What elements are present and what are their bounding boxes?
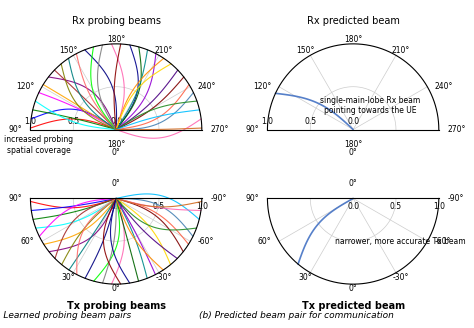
Text: 0°: 0° bbox=[112, 284, 120, 293]
Text: 1.0: 1.0 bbox=[25, 117, 36, 126]
Text: 90°: 90° bbox=[8, 194, 22, 203]
Text: 270°: 270° bbox=[210, 125, 229, 134]
Text: 1.0: 1.0 bbox=[262, 117, 273, 126]
Text: 120°: 120° bbox=[16, 82, 35, 92]
Title: Rx predicted beam: Rx predicted beam bbox=[307, 16, 400, 26]
Text: -30°: -30° bbox=[156, 273, 173, 281]
Text: 0°: 0° bbox=[349, 284, 357, 293]
Text: 0.5: 0.5 bbox=[304, 117, 316, 126]
Text: 240°: 240° bbox=[198, 82, 216, 92]
Text: 180°: 180° bbox=[107, 140, 125, 149]
Text: (a) Learned probing beam pairs: (a) Learned probing beam pairs bbox=[0, 311, 131, 320]
Text: 1.0: 1.0 bbox=[196, 202, 208, 211]
Text: 150°: 150° bbox=[296, 47, 314, 55]
Text: 210°: 210° bbox=[392, 47, 410, 55]
Text: 90°: 90° bbox=[245, 125, 259, 134]
Text: 0°: 0° bbox=[349, 179, 357, 188]
Text: 60°: 60° bbox=[21, 236, 35, 246]
Text: 0.5: 0.5 bbox=[390, 202, 402, 211]
Text: 0°: 0° bbox=[112, 179, 120, 188]
Text: 0°: 0° bbox=[112, 148, 120, 157]
Text: 0.5: 0.5 bbox=[153, 202, 165, 211]
Text: 150°: 150° bbox=[59, 47, 77, 55]
Text: 30°: 30° bbox=[61, 273, 75, 281]
Text: 0°: 0° bbox=[349, 148, 357, 157]
Text: 90°: 90° bbox=[245, 194, 259, 203]
Text: 180°: 180° bbox=[344, 140, 362, 149]
Text: 240°: 240° bbox=[435, 82, 453, 92]
Text: 30°: 30° bbox=[298, 273, 312, 281]
Text: increased probing
spatial coverage: increased probing spatial coverage bbox=[4, 135, 73, 155]
Text: 180°: 180° bbox=[344, 35, 362, 44]
Text: 0.0: 0.0 bbox=[347, 202, 359, 211]
Text: 120°: 120° bbox=[253, 82, 272, 92]
Text: 210°: 210° bbox=[155, 47, 173, 55]
Text: Tx probing beams: Tx probing beams bbox=[67, 301, 165, 311]
Text: 0.0: 0.0 bbox=[110, 117, 122, 126]
Text: -60°: -60° bbox=[435, 236, 451, 246]
Title: Rx probing beams: Rx probing beams bbox=[72, 16, 161, 26]
Text: 60°: 60° bbox=[258, 236, 272, 246]
Text: 1.0: 1.0 bbox=[433, 202, 445, 211]
Text: 90°: 90° bbox=[8, 125, 22, 134]
Text: -60°: -60° bbox=[198, 236, 214, 246]
Text: single-main-lobe Rx beam
pointing towards the UE: single-main-lobe Rx beam pointing toward… bbox=[320, 96, 420, 115]
Text: narrower, more accurate Tx beam: narrower, more accurate Tx beam bbox=[335, 237, 465, 246]
Text: 180°: 180° bbox=[107, 35, 125, 44]
Text: 0.5: 0.5 bbox=[67, 117, 79, 126]
Text: -90°: -90° bbox=[447, 194, 464, 203]
Text: Tx predicted beam: Tx predicted beam bbox=[301, 301, 405, 311]
Text: (b) Predicted beam pair for communication: (b) Predicted beam pair for communicatio… bbox=[199, 311, 394, 320]
Text: -90°: -90° bbox=[210, 194, 227, 203]
Text: 270°: 270° bbox=[447, 125, 466, 134]
Text: 0.0: 0.0 bbox=[347, 117, 359, 126]
Text: 0.0: 0.0 bbox=[110, 202, 122, 211]
Text: -30°: -30° bbox=[393, 273, 410, 281]
